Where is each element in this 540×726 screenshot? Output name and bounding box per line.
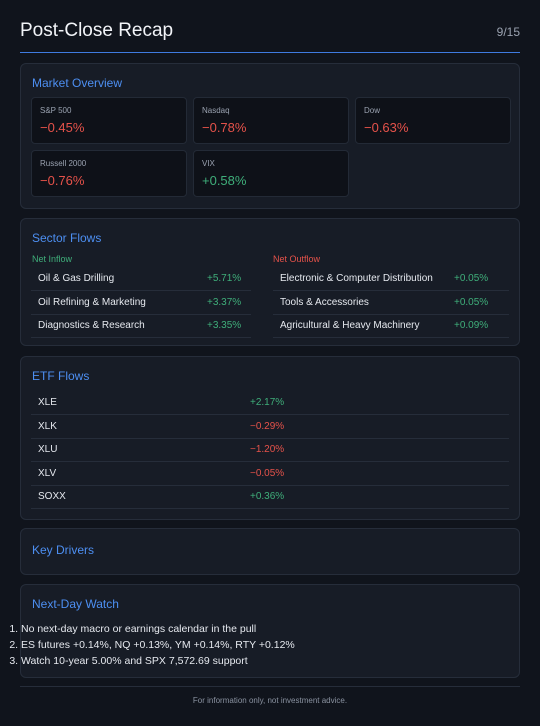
etf-ticker: XLE <box>38 397 57 408</box>
sector-name: Oil & Gas Drilling <box>38 273 115 284</box>
sector-change: +5.71% <box>207 273 242 284</box>
index-change: +0.58% <box>202 173 247 188</box>
etf-change: −0.29% <box>250 420 285 432</box>
etf-change: −0.05% <box>250 467 285 479</box>
divider <box>20 52 520 53</box>
index-label: Nasdaq <box>202 106 230 115</box>
market-overview: Market Overview S&P 500 −0.45% Nasdaq −0.78… <box>20 63 520 209</box>
watch-item: ES futures +0.14%, NQ +0.13%, YM +0.14%,… <box>21 637 295 653</box>
sector-row: Oil Refining & Marketing +3.37% <box>31 291 251 315</box>
index-change: −0.45% <box>40 120 85 135</box>
sector-row: Oil & Gas Drilling +5.71% <box>31 267 251 291</box>
etf-ticker: XLU <box>38 444 58 455</box>
etf-ticker: SOXX <box>38 491 66 502</box>
sector-change: +0.05% <box>454 296 489 308</box>
etf-change: +0.36% <box>250 491 285 502</box>
index-tile: Dow −0.63% <box>355 97 511 144</box>
sector-row: Agricultural & Heavy Machinery +0.09% <box>273 314 509 338</box>
etf-flows: ETF Flows XLE +2.17% XLK −0.29% XLU −1.20% XLV… <box>20 356 520 520</box>
sector-change: +0.05% <box>454 273 489 284</box>
footer: For information only, not investment adv… <box>192 696 348 705</box>
index-tile: Nasdaq −0.78% <box>193 97 349 144</box>
column-header: Net Outflow <box>273 254 321 264</box>
sector-change: +0.09% <box>454 320 489 331</box>
section-title: Next-Day Watch <box>32 597 119 611</box>
page-number: 9/15 <box>496 25 520 39</box>
index-label: Dow <box>364 106 381 115</box>
etf-ticker: XLV <box>38 467 57 479</box>
sector-name: Electronic & Computer Distribution <box>280 273 433 284</box>
etf-change: −1.20% <box>250 444 285 455</box>
section-title: Market Overview <box>32 76 123 90</box>
sector-name: Diagnostics & Research <box>38 320 145 331</box>
sector-change: +3.37% <box>207 296 242 308</box>
sector-row: Electronic & Computer Distribution +0.05% <box>273 267 509 291</box>
next-day-watch: Next-Day Watch No next-day macro or earn… <box>20 584 520 678</box>
column-header: Net Inflow <box>32 254 73 264</box>
sector-row: Diagnostics & Research +3.35% <box>31 314 251 338</box>
etf-row: XLE +2.17% <box>31 391 509 415</box>
key-drivers: Key Drivers <box>20 528 520 575</box>
index-label: VIX <box>202 159 215 168</box>
etf-change: +2.17% <box>250 397 285 408</box>
index-tile: VIX +0.58% <box>193 150 349 197</box>
etf-row: XLK −0.29% <box>31 415 509 439</box>
title: Post-Close Recap <box>20 20 174 41</box>
index-tile: S&P 500 −0.45% <box>31 97 187 144</box>
sector-name: Agricultural & Heavy Machinery <box>280 320 420 331</box>
index-label: S&P 500 <box>40 106 72 115</box>
etf-ticker: XLK <box>38 420 57 432</box>
sector-row: Tools & Accessories +0.05% <box>273 291 509 315</box>
index-label: Russell 2000 <box>40 159 87 168</box>
watch-list: No next-day macro or earnings calendar i… <box>1 621 295 669</box>
sector-flows: Sector Flows Net Inflow Net Outflow Oil … <box>20 218 520 346</box>
watch-item: Watch 10-year 5.00% and SPX 7,572.69 sup… <box>21 653 295 669</box>
etf-row: SOXX +0.36% <box>31 485 509 509</box>
section-title: ETF Flows <box>32 369 90 383</box>
section-title: Key Drivers <box>32 543 95 557</box>
sector-change: +3.35% <box>207 320 242 331</box>
watch-item: No next-day macro or earnings calendar i… <box>21 621 295 637</box>
etf-row: XLV −0.05% <box>31 462 509 486</box>
index-change: −0.76% <box>40 173 85 188</box>
index-change: −0.78% <box>202 120 247 135</box>
etf-row: XLU −1.20% <box>31 438 509 462</box>
sector-name: Tools & Accessories <box>280 296 369 308</box>
section-title: Sector Flows <box>32 231 102 245</box>
index-tile: Russell 2000 −0.76% <box>31 150 187 197</box>
sector-name: Oil Refining & Marketing <box>38 296 146 308</box>
divider <box>20 686 520 687</box>
index-change: −0.63% <box>364 120 409 135</box>
